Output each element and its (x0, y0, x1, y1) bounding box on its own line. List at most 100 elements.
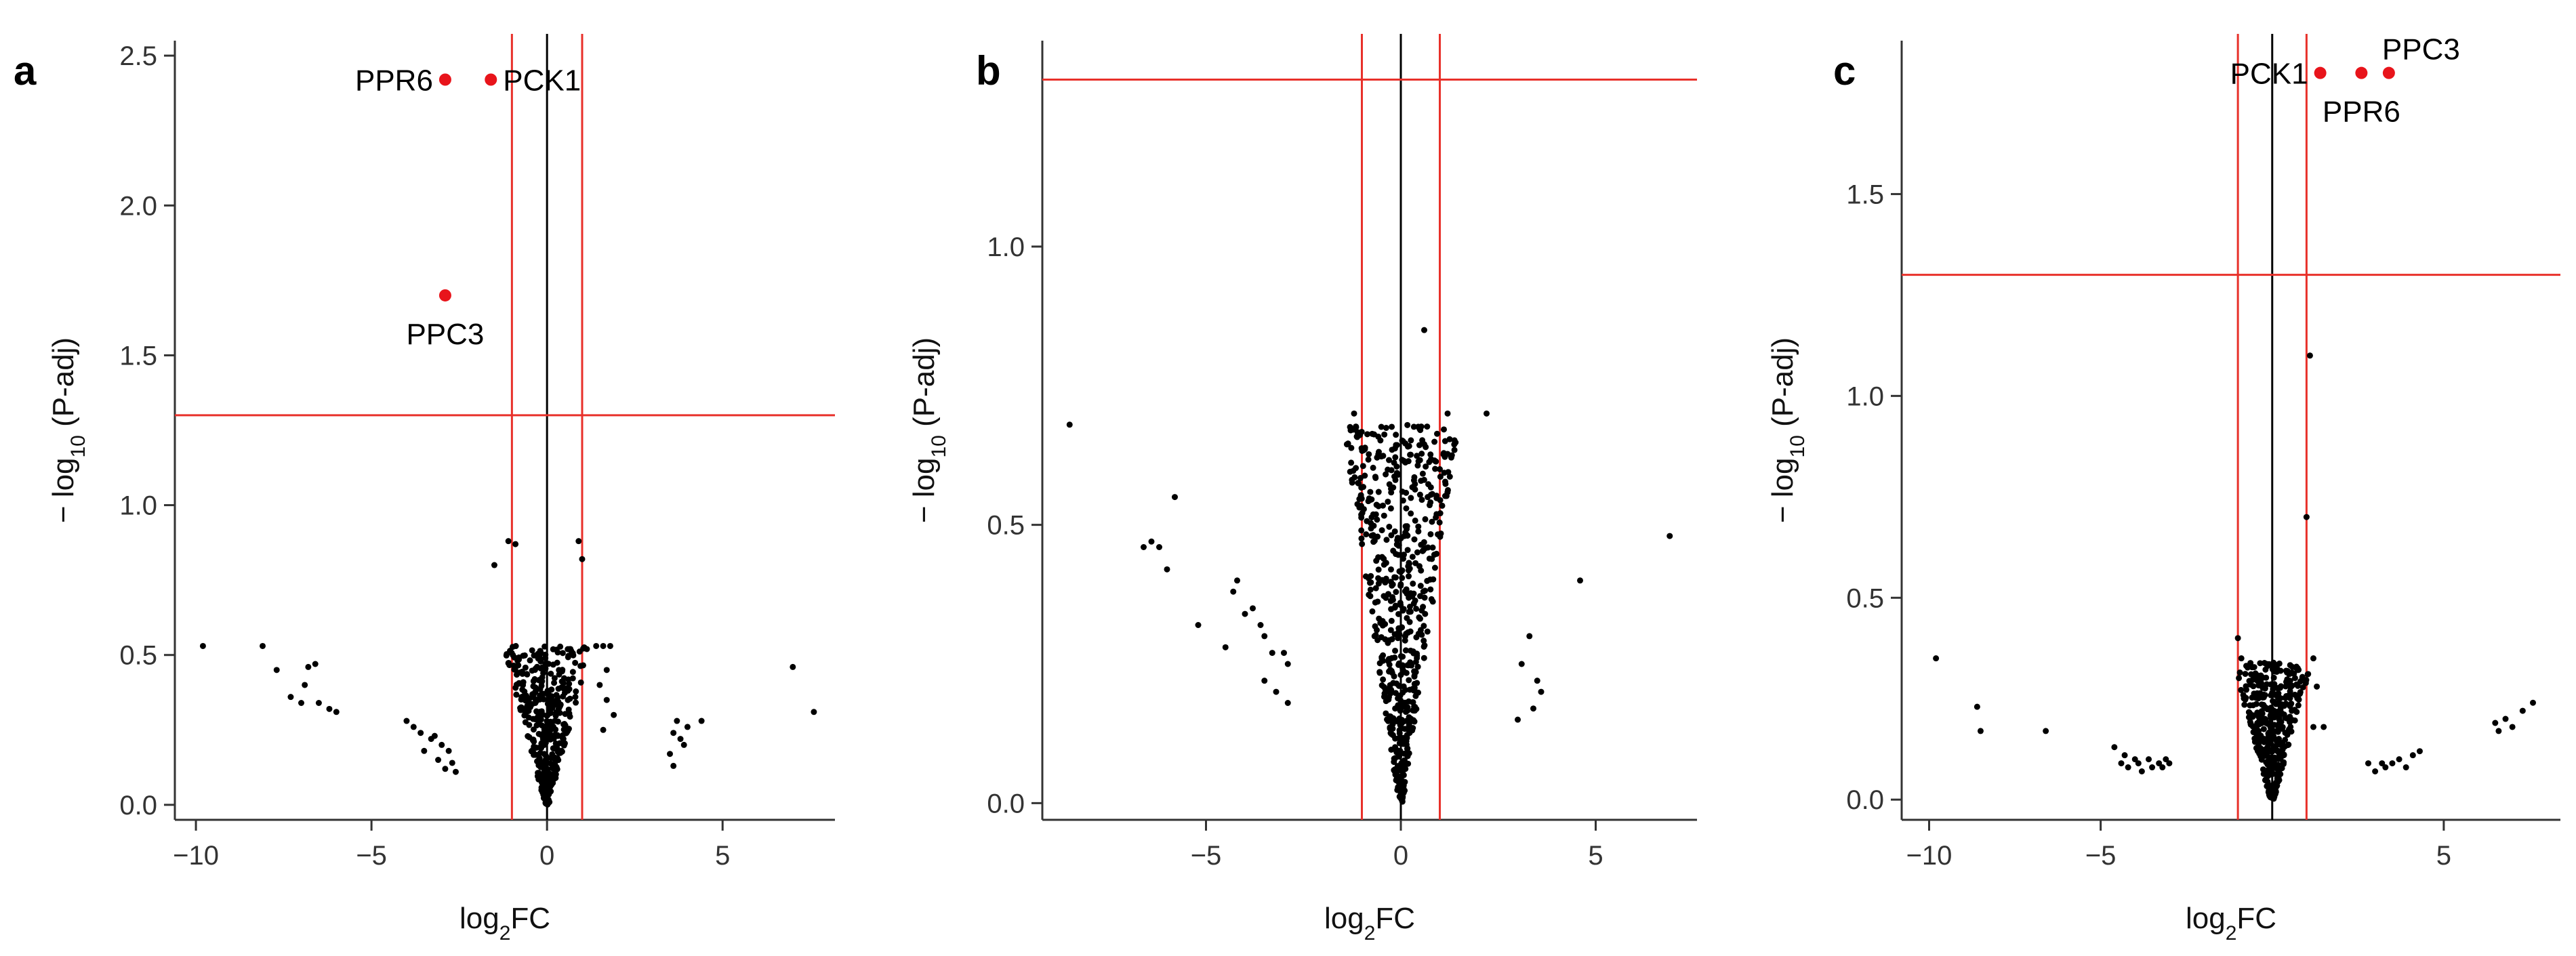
gene-point (2266, 766, 2273, 773)
gene-point (2270, 760, 2276, 766)
gene-point (1416, 615, 1423, 622)
gene-point (603, 697, 610, 703)
gene-point (1400, 718, 1407, 725)
y-tick-label: 0.5 (119, 641, 157, 671)
gene-point (543, 770, 550, 777)
gene-point (1412, 669, 1419, 676)
gene-point (1378, 423, 1385, 430)
gene-point (442, 766, 449, 772)
gene-point (2288, 700, 2295, 707)
y-tick-label: 1.0 (987, 232, 1025, 262)
gene-point (1389, 636, 1395, 642)
gene-point (1378, 554, 1385, 560)
gene-point (2274, 783, 2281, 789)
gene-point (438, 741, 445, 748)
gene-point (1380, 676, 1387, 683)
gene-point (1390, 547, 1397, 554)
gene-point (2263, 776, 2270, 783)
gene-point (1395, 472, 1402, 478)
gene-point (560, 726, 567, 733)
gene-point (2242, 671, 2249, 678)
gene-point (2255, 728, 2262, 734)
gene-point (1372, 585, 1379, 591)
gene-point (1391, 459, 1397, 466)
gene-point (1261, 678, 1268, 684)
gene-point (2274, 747, 2281, 754)
gene-point (1530, 705, 1536, 712)
gene-point (1066, 421, 1073, 428)
gene-point (1420, 604, 1427, 610)
gene-point (1440, 426, 1447, 433)
gene-point (512, 684, 519, 691)
gene-point (553, 709, 560, 715)
y-tick-label: 0.0 (119, 791, 157, 820)
gene-point (2249, 677, 2256, 684)
gene-point (326, 705, 333, 712)
gene-point (2310, 724, 2316, 730)
gene-point (1484, 410, 1490, 417)
gene-point (503, 652, 510, 659)
gene-point (1370, 511, 1376, 518)
gene-point (1407, 647, 1414, 654)
gene-point (1423, 463, 1429, 470)
gene-point (2241, 695, 2247, 702)
gene-point (544, 727, 550, 734)
gene-label: PCK1 (2230, 58, 2308, 91)
gene-point (2249, 723, 2256, 730)
gene-point (1518, 661, 1525, 667)
gene-point (1374, 598, 1381, 605)
gene-point (2403, 764, 2409, 771)
y-tick-label: 2.5 (119, 41, 157, 71)
y-tick-label: 1.5 (1846, 180, 1884, 209)
gene-point (1404, 547, 1411, 554)
gene-point (1399, 438, 1406, 444)
gene-point (2293, 681, 2300, 688)
gene-point (544, 722, 550, 728)
gene-point (2263, 759, 2270, 766)
gene-point (2268, 741, 2274, 747)
gene-point (1407, 451, 1414, 458)
gene-point (554, 749, 561, 755)
panel-letter: c (1833, 48, 1856, 93)
gene-point (537, 658, 544, 665)
gene-point (403, 718, 410, 724)
gene-point (2269, 663, 2276, 670)
gene-point (2287, 694, 2293, 701)
gene-point (1378, 682, 1385, 689)
gene-point (1395, 629, 1402, 636)
gene-point (1417, 593, 1424, 600)
gene-point (1391, 768, 1398, 774)
gene-point (505, 659, 512, 666)
gene-point (572, 694, 579, 701)
gene-point (2260, 691, 2267, 698)
gene-point (508, 650, 515, 657)
gene-point (2138, 768, 2145, 774)
gene-point (1385, 498, 1391, 505)
gene-point (566, 646, 573, 652)
gene-point (1407, 608, 1414, 615)
gene-point (1395, 542, 1402, 549)
gene-point (1405, 458, 1412, 465)
gene-point (199, 642, 206, 649)
gene-point (2305, 671, 2312, 678)
gene-point (1406, 573, 1412, 580)
gene-point (569, 675, 576, 682)
gene-point (2261, 660, 2268, 667)
gene-point (1415, 528, 1422, 535)
gene-point (287, 694, 294, 701)
gene-point (1395, 635, 1402, 642)
gene-point (1442, 453, 1448, 460)
gene-point (1388, 532, 1395, 539)
gene-point (1385, 694, 1392, 701)
gene-point (1410, 580, 1416, 587)
gene-point (305, 663, 312, 670)
gene-point (2238, 686, 2245, 693)
gene-point (1414, 549, 1420, 556)
gene-point (2250, 729, 2257, 736)
gene-point (509, 644, 516, 650)
gene-point (1437, 497, 1444, 503)
gene-point (1368, 525, 1374, 532)
gene-point (611, 711, 617, 718)
gene-point (421, 747, 428, 754)
gene-point (1393, 589, 1399, 596)
